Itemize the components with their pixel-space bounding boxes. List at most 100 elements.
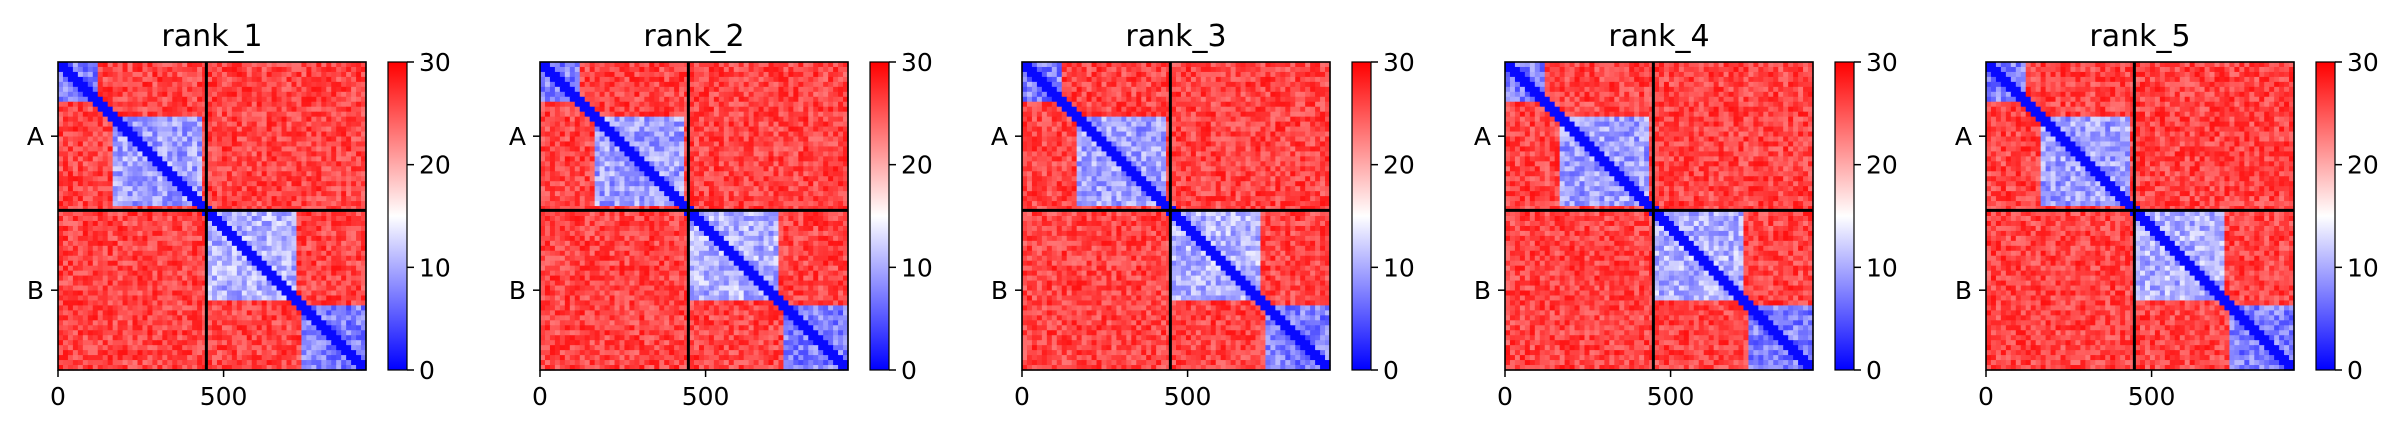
heatmap-cell-439 [82,96,89,103]
heatmap-cell-2547 [82,265,89,272]
heatmap-cell-60 [838,62,844,68]
heatmap-cell-3817 [231,365,238,371]
heatmap-cell-1437 [112,176,119,182]
heatmap-cell-1657 [281,191,288,197]
heatmap-cell-1 [62,62,69,68]
heatmap-cell-1639 [192,191,198,197]
heatmap-cell-1106 [798,146,804,153]
heatmap-cell-2908 [336,290,342,297]
heatmap-cell-669 [783,111,789,118]
heatmap-cell-175 [793,71,799,78]
heatmap-cell-497 [544,101,551,108]
heatmap-cell-3368 [157,330,163,336]
heatmap-cell-3053 [132,305,139,311]
heatmap-cell-2813 [172,285,178,292]
heatmap-cell-1607 [341,186,347,192]
heatmap-cell-243 [823,76,829,83]
heatmap-cell-94 [216,66,223,73]
heatmap-cell-797 [803,121,809,128]
heatmap-cell-3645 [301,350,307,356]
heatmap-cell-3488 [137,340,144,346]
heatmap-cell-2740 [117,280,124,287]
heatmap-cell-347 [723,86,730,93]
heatmap-cell-1071 [142,146,149,153]
heatmap-cell-827 [644,126,650,133]
heatmap-cell-1931 [102,216,109,222]
heatmap-cell-2892 [256,290,263,297]
heatmap-cell-1374 [107,171,114,177]
heatmap-cell-825 [634,126,640,133]
heatmap-cell-485 [311,96,317,103]
heatmap-cell-220 [708,76,715,83]
heatmap-cell-89 [192,66,198,73]
heatmap-cell-1814 [137,206,144,212]
heatmap-cell-1641 [202,191,208,197]
heatmap-cell-1978 [336,216,342,222]
heatmap-cell-12 [599,62,606,68]
heatmap-cell-158 [708,71,715,78]
heatmap-cell-934 [559,136,566,143]
heatmap-cell-1774 [246,201,253,207]
heatmap-cell-3820 [246,365,253,371]
heatmap-cell-1499 [112,181,119,187]
heatmap-cell-1477 [311,176,317,182]
heatmap-cell-1332 [207,166,213,172]
heatmap-cell-3457 [291,335,298,341]
heatmap-cell-1248 [97,161,104,167]
heatmap-cell-642 [649,111,655,118]
heatmap-cell-1285 [281,161,288,167]
heatmap-cell-2373 [142,250,149,257]
heatmap-cell-675 [813,111,819,118]
heatmap-cell-722 [256,116,263,123]
heatmap-cell-2270 [246,240,253,247]
heatmap-cell-3257 [221,320,228,326]
heatmap-cell-1230 [316,156,322,162]
heatmap-cell-2615 [112,270,119,277]
heatmap-cell-570 [599,106,606,113]
heatmap-cell-893 [664,131,670,138]
heatmap-cell-987 [823,136,829,143]
heatmap-cell-1243 [72,161,79,167]
heatmap-cell-726 [758,116,765,123]
heatmap-cell-1697 [172,196,178,202]
heatmap-cell-110 [778,66,785,73]
heatmap-cell-526 [689,101,695,108]
heatmap-cell-3046 [97,305,104,311]
heatmap-cell-735 [321,116,327,123]
heatmap-cell-1126 [107,151,114,157]
heatmap-cell-2693 [192,275,198,282]
heatmap-cell-3644 [296,350,303,356]
heatmap-cell-854 [778,126,785,133]
heatmap-cell-3013 [241,300,248,307]
heatmap-cell-3703 [281,355,288,361]
heatmap-cell-244 [828,76,834,83]
heatmap-cell-986 [336,136,342,143]
heatmap-cell-447 [122,96,129,103]
heatmap-cell-2529 [301,260,307,267]
heatmap-cell-2705 [251,275,258,282]
heatmap-cell-1012 [639,141,645,148]
heatmap-cell-2953 [251,295,258,302]
heatmap-cell-1170 [326,151,332,157]
heatmap-cell-452 [147,96,153,103]
heatmap-cell-3404 [336,330,342,336]
colorbar-gradient [387,61,408,371]
heatmap-cell-31 [212,62,218,68]
heatmap-cell-2495 [132,260,139,267]
heatmap-cell-1676 [67,196,74,202]
heatmap-cell-2670 [77,275,84,282]
heatmap-cell-3455 [281,335,288,341]
heatmap-cell-2621 [142,270,149,277]
heatmap-cell-1679 [82,196,89,202]
heatmap-cell-3520 [296,340,303,346]
heatmap-cell-3716 [346,355,352,361]
heatmap-cell-601 [271,106,278,113]
heatmap-cell-2144 [236,230,243,237]
heatmap-cell-456 [649,96,655,103]
heatmap-cell-1529 [261,181,268,187]
heatmap-cell-3839 [341,365,347,371]
heatmap-cell-775 [694,121,700,128]
heatmap-cell-2611 [92,270,99,277]
heatmap-cell-3552 [147,345,153,351]
heatmap-cell-673 [321,111,327,118]
